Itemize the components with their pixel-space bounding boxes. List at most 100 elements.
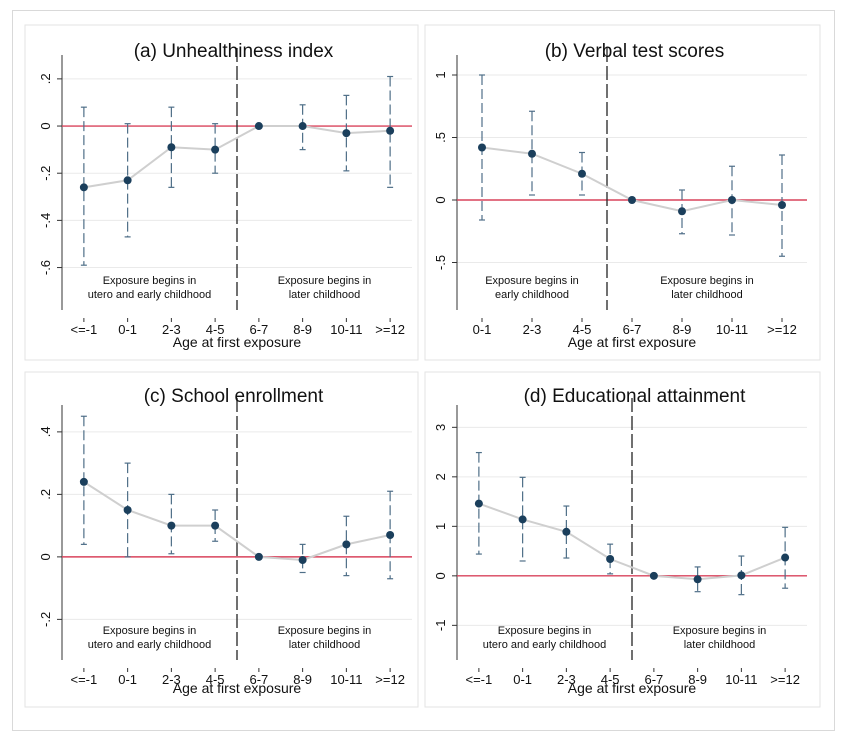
annotation-left-line: Exposure begins in [498, 625, 592, 637]
y-tick-label: 3 [433, 424, 448, 431]
data-point [528, 149, 536, 158]
x-tick-label: 8-9 [293, 322, 312, 337]
data-point [167, 143, 176, 152]
y-tick-label: .4 [38, 426, 53, 437]
x-axis-label: Age at first exposure [568, 334, 697, 350]
annotation-left-line: utero and early childhood [483, 639, 607, 651]
x-tick-label: >=12 [770, 672, 800, 687]
x-tick-label: 8-9 [293, 672, 312, 687]
x-axis-label: Age at first exposure [173, 680, 302, 696]
x-tick-label: 0-1 [513, 672, 532, 687]
data-point [562, 527, 571, 536]
data-point [678, 207, 686, 216]
x-tick-label: >=12 [767, 322, 797, 337]
x-tick-label: 6-7 [249, 672, 268, 687]
annotation-right-line: later childhood [684, 639, 756, 651]
x-tick-label: 2-3 [523, 322, 542, 337]
data-point [254, 122, 263, 131]
data-point [606, 555, 615, 564]
x-tick-label: 2-3 [557, 672, 576, 687]
x-tick-label: 0-1 [118, 322, 137, 337]
series-connector-line [478, 502, 786, 581]
x-tick-label: 8-9 [688, 672, 707, 687]
series-connector-line [83, 125, 391, 189]
x-tick-label: >=12 [375, 322, 405, 337]
annotation-right-line: later childhood [289, 289, 361, 301]
data-point [386, 531, 395, 539]
x-tick-label: 4-5 [601, 672, 620, 687]
data-point [211, 145, 220, 154]
data-point [578, 169, 586, 178]
x-tick-label: 10-11 [716, 322, 748, 337]
x-tick-label: 6-7 [644, 672, 663, 687]
x-axis-label: Age at first exposure [173, 334, 302, 350]
data-point [298, 122, 307, 131]
data-point [211, 521, 220, 530]
x-tick-label: <=-1 [71, 322, 98, 337]
data-point [737, 571, 746, 580]
x-axis-label: Age at first exposure [568, 680, 697, 696]
y-tick-label: -.5 [433, 255, 448, 270]
data-point [79, 477, 88, 486]
chart-title: (a) Unhealthiness index [134, 41, 334, 62]
x-tick-label: >=12 [375, 672, 405, 687]
annotation-left-line: early childhood [495, 289, 569, 301]
x-tick-label: 4-5 [206, 672, 225, 687]
y-tick-label: -.2 [38, 166, 53, 181]
panel-background [24, 371, 419, 708]
y-tick-label: 0 [38, 553, 53, 560]
annotation-right-line: later childhood [671, 289, 743, 301]
x-tick-label: 0-1 [118, 672, 137, 687]
y-tick-label: 0 [433, 572, 448, 579]
y-tick-label: 1 [433, 71, 448, 78]
chart-title: (c) School enrollment [144, 386, 324, 407]
data-point [628, 196, 636, 204]
y-tick-label: .2 [38, 73, 53, 84]
y-tick-label: -.2 [38, 612, 53, 627]
y-tick-label: 0 [38, 122, 53, 129]
annotation-left-line: Exposure begins in [485, 275, 579, 287]
data-point [298, 556, 307, 564]
x-tick-label: 6-7 [249, 322, 268, 337]
annotation-right-line: Exposure begins in [278, 275, 372, 287]
data-point [649, 571, 658, 580]
series-connector-line [83, 481, 391, 562]
panel-background [424, 24, 821, 361]
y-tick-label: -.4 [38, 213, 53, 228]
annotation-left-line: utero and early childhood [88, 639, 212, 651]
chart-title: (d) Educational attainment [524, 386, 747, 407]
x-tick-label: <=-1 [71, 672, 98, 687]
annotation-right-line: Exposure begins in [278, 625, 372, 637]
data-point [778, 201, 786, 209]
data-point [518, 515, 527, 524]
annotation-left-line: Exposure begins in [103, 275, 197, 287]
chart-title: (b) Verbal test scores [545, 41, 725, 62]
chart-panel-3: .4 .2 0 -.2 <=-1 0-1 2-3 4-5 6-7 8-9 10-11 >=12 Expo… [24, 371, 419, 708]
data-point [478, 143, 486, 152]
x-tick-label: 10-11 [725, 672, 757, 687]
data-point [781, 553, 790, 562]
y-tick-label: -.6 [38, 260, 53, 275]
y-tick-label: 0 [433, 196, 448, 203]
data-point [79, 183, 88, 192]
y-tick-label: -1 [433, 620, 448, 632]
data-point [254, 552, 263, 561]
data-point [728, 196, 736, 204]
x-tick-label: 10-11 [330, 322, 362, 337]
data-point [167, 521, 176, 530]
x-tick-label: <=-1 [466, 672, 493, 687]
x-tick-label: 4-5 [206, 322, 225, 337]
x-tick-label: 0-1 [473, 322, 492, 337]
panel-background [24, 24, 419, 361]
annotation-left-line: Exposure begins in [103, 625, 197, 637]
x-tick-label: 2-3 [162, 322, 181, 337]
annotation-right-line: later childhood [289, 639, 361, 651]
y-tick-label: .2 [38, 489, 53, 500]
data-point [123, 506, 132, 514]
x-tick-label: 4-5 [573, 322, 592, 337]
panel-background [424, 371, 821, 708]
chart-panel-1: .2 0 -.2 -.4 -.6 <=-1 0-1 2-3 4-5 6-7 8-9 10-11 >=12… [24, 24, 419, 361]
annotation-right-line: Exposure begins in [673, 625, 767, 637]
